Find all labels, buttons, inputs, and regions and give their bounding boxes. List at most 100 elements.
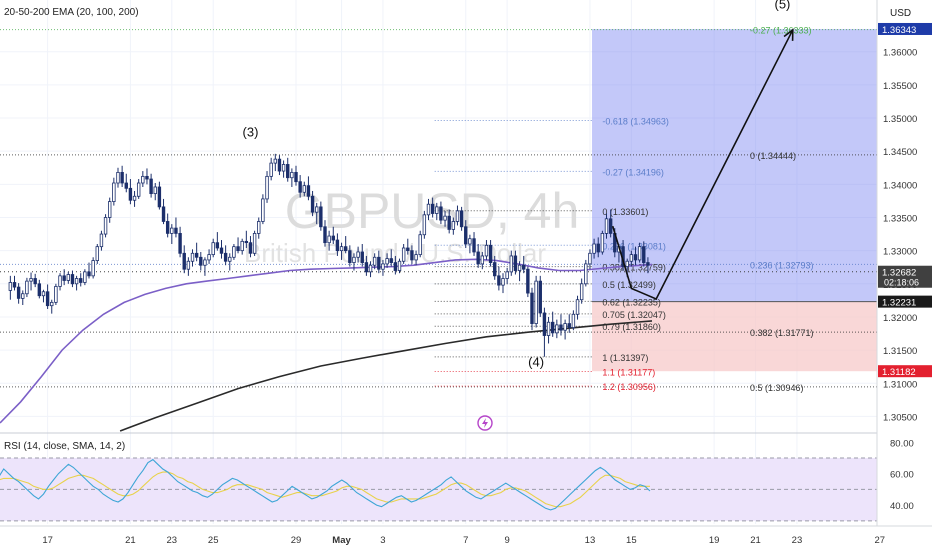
candle-body [368, 264, 373, 273]
candle-body [132, 195, 137, 201]
candle-body [116, 171, 120, 184]
candle-body [161, 206, 166, 222]
candle-body [45, 291, 50, 307]
candle-body [286, 164, 290, 179]
candle-body [310, 195, 315, 213]
candle-body [236, 246, 240, 252]
candle-body [426, 203, 431, 216]
long-position-target-zone[interactable] [592, 28, 913, 302]
candle-body [588, 252, 592, 265]
price-tick-label: 1.32000 [883, 313, 917, 324]
candle-body [170, 227, 174, 234]
time-tick-label: 25 [208, 535, 219, 546]
candle-body [600, 233, 605, 253]
candle-body [211, 242, 215, 256]
candle-body [484, 244, 489, 257]
price-tick-label: 1.33500 [883, 213, 917, 224]
candle-body [319, 206, 323, 228]
candle-body [306, 185, 311, 197]
candle-body [66, 274, 71, 281]
ema-100-line [0, 258, 653, 424]
candle-body [74, 278, 79, 285]
candle-body [70, 274, 75, 285]
candle-body [219, 247, 224, 254]
fib-retracement-level-label: -0.27 (1.34196) [602, 167, 664, 177]
candle-body [248, 242, 253, 254]
currency-label[interactable]: USD [890, 8, 911, 19]
long-position-stop-zone[interactable] [592, 301, 913, 372]
candle-body [625, 260, 629, 267]
candle-body [633, 254, 638, 261]
candle-body [356, 251, 360, 258]
fib-retracement-level-label: 0.705 (1.32047) [602, 310, 666, 320]
fib-retracement-level-label: 0.79 (1.31860) [602, 322, 661, 332]
price-badge-countdown: 02:18:06 [884, 278, 919, 288]
candle-body [298, 181, 302, 193]
fib-extension-level-label: 0.236 (1.32793) [750, 260, 814, 270]
candle-body [513, 255, 518, 271]
candle-body [343, 246, 348, 252]
candle-body [323, 226, 327, 244]
candle-body [8, 282, 13, 291]
candle-body [592, 243, 596, 254]
projection-path[interactable] [611, 29, 794, 301]
rsi-tick-label: 40.00 [890, 501, 914, 512]
candle-body [393, 262, 398, 271]
fib-retracement-level-label: 0.236 (1.33081) [602, 241, 666, 251]
candle-body [505, 271, 509, 279]
fib-retracement-level-label: 0.382 (1.32759) [602, 263, 666, 273]
candle-body [629, 254, 634, 262]
candle-body [165, 221, 170, 234]
candle-body [25, 280, 29, 295]
candle-body [596, 243, 600, 253]
candle-body [327, 235, 331, 244]
fib-extension-level-label: 0 (1.34444) [750, 151, 796, 161]
lightning-icon-ring [477, 415, 493, 431]
candle-body [472, 238, 476, 253]
indicator-label[interactable]: 20-50-200 EMA (20, 100, 200) [4, 7, 139, 18]
candle-body [538, 280, 542, 314]
price-badge[interactable] [878, 265, 932, 288]
candle-body [389, 258, 393, 263]
elliott-wave-label: (4) [528, 355, 544, 370]
candle-body [252, 233, 257, 254]
candle-body [401, 247, 406, 262]
candle-body [194, 252, 199, 258]
price-tick-label: 1.34000 [883, 180, 917, 191]
candle-body [575, 299, 580, 315]
candle-body [360, 251, 364, 263]
time-tick-label: 23 [167, 535, 178, 546]
candle-body [509, 255, 513, 273]
rsi-label[interactable]: RSI (14, close, SMA, 14, 2) [4, 441, 125, 452]
candle-body [315, 206, 319, 213]
candle-body [33, 278, 37, 285]
fib-extension-level-label: 0.5 (1.30946) [750, 383, 804, 393]
candle-body [16, 286, 21, 299]
candle-body [348, 250, 352, 263]
elliott-wave-label: (3) [243, 125, 259, 140]
price-badge[interactable] [878, 365, 932, 378]
candle-body [488, 244, 493, 263]
candle-body [563, 323, 567, 331]
lightning-icon[interactable] [477, 415, 493, 431]
fib-retracement-level-label: 0 (1.33601) [602, 207, 648, 217]
candle-body [385, 258, 389, 265]
rsi-tick-label: 80.00 [890, 438, 914, 449]
candle-body [257, 221, 261, 234]
candle-body [451, 221, 456, 230]
candle-body [526, 268, 530, 294]
candle-body [501, 278, 505, 286]
candle-body [579, 283, 584, 301]
candle-body [21, 293, 25, 299]
candle-body [273, 158, 278, 164]
candle-body [199, 256, 203, 266]
candle-body [468, 238, 472, 245]
time-tick-label: 27 [874, 535, 885, 546]
candle-body [443, 215, 447, 221]
price-tick-label: 1.34500 [883, 147, 917, 158]
price-badge[interactable] [878, 22, 932, 35]
candle-body [646, 262, 650, 266]
price-badge[interactable] [878, 295, 932, 308]
